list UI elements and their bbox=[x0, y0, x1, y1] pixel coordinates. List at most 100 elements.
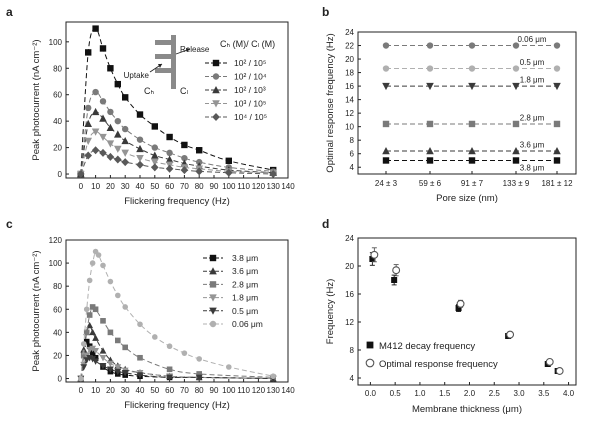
c-data-point bbox=[100, 318, 106, 324]
d-data-point bbox=[506, 330, 515, 339]
c-data-point bbox=[181, 350, 188, 356]
a-data-point bbox=[85, 49, 92, 56]
a-legend-label: 10⁴ / 10⁵ bbox=[234, 112, 267, 122]
b-data-point bbox=[512, 42, 520, 49]
c-data-point bbox=[78, 375, 84, 382]
d-legend-label: M412 decay frequency bbox=[379, 341, 475, 352]
b-data-point bbox=[553, 82, 561, 91]
c-xtick-label: 130 bbox=[267, 386, 281, 395]
b-y-axis-label: Optimal response frequency (Hz) bbox=[325, 33, 336, 172]
d-xtick-label: 0.0 bbox=[365, 389, 377, 398]
a-data-point bbox=[91, 128, 100, 136]
c-data-point bbox=[99, 354, 107, 362]
b-data-point bbox=[553, 120, 561, 128]
a-data-point bbox=[92, 25, 99, 32]
d-ytick-label: 24 bbox=[345, 234, 354, 243]
c-data-point bbox=[114, 368, 122, 376]
a-data-point bbox=[84, 119, 92, 127]
b-ytick-label: 8 bbox=[350, 136, 355, 145]
b-series-label: 0.5 μm bbox=[520, 58, 545, 67]
a-xtick-label: 10 bbox=[91, 182, 100, 191]
a-ytick-label: 100 bbox=[49, 38, 63, 47]
b-xtick-label: 181 ± 12 bbox=[541, 179, 573, 188]
c-ytick-label: 20 bbox=[53, 351, 62, 360]
c-x-axis-label: Flickering frequency (Hz) bbox=[124, 400, 230, 411]
b-series-label: 0.06 μm bbox=[517, 35, 546, 44]
c-data-point bbox=[86, 277, 93, 284]
a-x-axis-label: Flickering frequency (Hz) bbox=[124, 196, 230, 207]
c-legend-label: 0.06 μm bbox=[232, 319, 263, 329]
a-data-point bbox=[85, 104, 92, 112]
a-data-point bbox=[136, 111, 144, 118]
c-xtick-label: 30 bbox=[121, 386, 130, 395]
a-data-point bbox=[136, 154, 144, 163]
a-data-point bbox=[106, 123, 115, 131]
a-data-point bbox=[225, 157, 232, 165]
b-data-point bbox=[468, 82, 476, 91]
c-data-point bbox=[270, 373, 277, 380]
b-series-label: 3.6 μm bbox=[520, 141, 545, 150]
a-legend-label: 10² / 10³ bbox=[234, 85, 266, 95]
b-data-point bbox=[553, 65, 561, 72]
d-x-axis-label: Membrane thickness (μm) bbox=[412, 404, 522, 415]
c-data-point bbox=[83, 306, 90, 313]
c-xtick-label: 60 bbox=[165, 386, 174, 395]
a-xtick-label: 140 bbox=[281, 182, 295, 191]
a-data-point bbox=[99, 148, 107, 157]
a-data-point bbox=[151, 163, 159, 172]
b-data-point bbox=[426, 147, 434, 155]
a-xtick-label: 30 bbox=[121, 182, 130, 191]
d-data-point bbox=[456, 299, 465, 308]
a-xtick-label: 130 bbox=[267, 182, 281, 191]
a-xtick-label: 0 bbox=[79, 182, 84, 191]
d-data-point bbox=[391, 277, 398, 283]
a-data-point bbox=[114, 80, 121, 88]
d-xtick-label: 3.5 bbox=[538, 389, 550, 398]
a-data-point bbox=[136, 160, 144, 169]
d-y-axis-label: Frequency (Hz) bbox=[325, 279, 336, 344]
a-legend-marker bbox=[212, 86, 220, 94]
d-xtick-label: 2.0 bbox=[464, 389, 476, 398]
c-data-point bbox=[89, 328, 97, 336]
b-data-point bbox=[512, 157, 520, 164]
a-data-point bbox=[151, 144, 158, 151]
b-data-point bbox=[468, 147, 476, 155]
b-series-label: 2.8 μm bbox=[520, 113, 545, 122]
c-data-point bbox=[92, 358, 99, 365]
a-data-point bbox=[114, 130, 122, 138]
c-legend-label: 3.8 μm bbox=[232, 253, 258, 263]
c-panel-letter: c bbox=[6, 217, 13, 231]
a-data-point bbox=[114, 117, 122, 125]
d-data-point bbox=[555, 367, 564, 375]
c-data-point bbox=[196, 371, 202, 377]
a-data-point bbox=[106, 152, 115, 161]
d-legend-marker bbox=[366, 341, 374, 349]
b-data-point bbox=[553, 157, 561, 164]
c-data-point bbox=[92, 354, 99, 361]
d-ytick-label: 16 bbox=[345, 290, 354, 299]
c-data-point bbox=[137, 321, 143, 328]
c-data-point bbox=[86, 312, 93, 318]
a-data-point bbox=[114, 145, 122, 153]
a-xtick-label: 110 bbox=[237, 182, 250, 191]
c-data-point bbox=[89, 350, 96, 356]
a-data-point bbox=[92, 88, 99, 96]
a-ytick-label: 0 bbox=[58, 170, 63, 179]
c-legend-label: 3.6 μm bbox=[232, 266, 258, 276]
d-ytick-label: 12 bbox=[345, 318, 354, 327]
b-xtick-label: 133 ± 9 bbox=[503, 179, 530, 188]
a-xtick-label: 40 bbox=[136, 182, 145, 191]
b-data-point bbox=[553, 147, 561, 155]
a-legend-marker bbox=[212, 59, 220, 67]
c-data-point bbox=[196, 356, 202, 362]
a-membrane-tooth bbox=[155, 54, 171, 59]
b-data-point bbox=[426, 42, 434, 49]
b-data-point bbox=[382, 120, 390, 128]
b-ytick-label: 18 bbox=[345, 69, 354, 78]
b-data-point bbox=[468, 120, 476, 128]
c-data-point bbox=[226, 364, 232, 370]
d-data-point bbox=[455, 305, 462, 311]
a-y-axis-label: Peak photocurrent (nA cm⁻²) bbox=[31, 39, 42, 160]
a-data-point bbox=[151, 123, 158, 130]
